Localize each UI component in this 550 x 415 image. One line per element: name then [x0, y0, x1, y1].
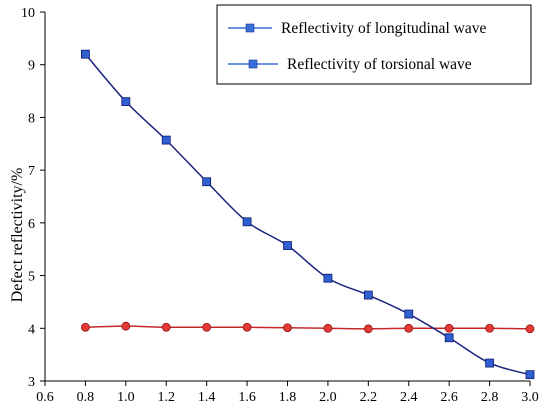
data-point — [202, 322, 212, 332]
data-point — [161, 322, 171, 332]
x-tick-label: 1.6 — [238, 390, 256, 405]
series-torsional — [81, 321, 535, 334]
y-tick-label: 4 — [28, 322, 35, 337]
legend-item: Reflectivity of longitudinal wave — [228, 20, 486, 37]
data-point — [404, 323, 414, 333]
legend-box — [216, 4, 532, 85]
x-tick-label: 0.6 — [36, 390, 54, 405]
legend-item: Reflectivity of torsional wave — [228, 56, 472, 73]
series-layer — [81, 49, 535, 380]
y-axis-ticks: 3 4 5 6 7 8 9 10 — [21, 6, 45, 390]
legend-label: Reflectivity of torsional wave — [287, 56, 472, 73]
data-point — [121, 321, 131, 331]
data-point — [485, 358, 494, 368]
x-axis-ticks: 0.6 0.8 1.0 1.2 1.4 1.6 1.8 2.0 2.2 2.4 2.6 2.8 3.0 — [36, 381, 539, 405]
legend-marker — [248, 59, 258, 69]
y-tick-label: 6 — [28, 217, 35, 232]
series-longitudinal — [81, 49, 535, 380]
x-tick-label: 1.0 — [117, 390, 135, 405]
data-point — [283, 241, 292, 250]
data-point — [444, 323, 454, 333]
x-tick-label: 2.8 — [481, 390, 499, 405]
y-axis-title: Defect reflectivity/% — [9, 168, 26, 303]
data-point — [525, 370, 535, 380]
data-point — [444, 333, 454, 343]
legend: Reflectivity of longitudinal wave Reflect… — [216, 4, 532, 85]
data-point — [485, 323, 494, 333]
data-point — [81, 322, 90, 332]
data-point — [323, 273, 333, 283]
series-line — [85, 325, 531, 330]
y-tick-label: 10 — [21, 6, 35, 21]
x-tick-label: 0.8 — [77, 390, 95, 405]
data-point — [323, 323, 333, 333]
y-tick-label: 7 — [28, 164, 35, 179]
data-point — [363, 324, 373, 334]
data-point — [525, 324, 535, 334]
data-point — [283, 323, 292, 333]
y-tick-label: 3 — [28, 375, 35, 390]
x-tick-label: 2.2 — [360, 390, 378, 405]
data-point — [81, 49, 90, 59]
legend-label: Reflectivity of longitudinal wave — [281, 20, 486, 37]
y-tick-label: 9 — [28, 59, 35, 74]
data-point — [242, 322, 252, 332]
x-tick-label: 1.8 — [279, 390, 297, 405]
data-point — [121, 97, 131, 107]
y-tick-label: 8 — [28, 111, 35, 126]
x-tick-label: 3.0 — [521, 390, 539, 405]
x-tick-label: 2.0 — [319, 390, 337, 405]
data-point — [363, 290, 373, 300]
x-tick-label: 2.4 — [400, 390, 418, 405]
x-tick-label: 1.4 — [198, 390, 216, 405]
x-tick-label: 1.2 — [158, 390, 176, 405]
data-point — [161, 135, 171, 145]
x-tick-label: 2.6 — [440, 390, 458, 405]
y-tick-label: 5 — [28, 270, 35, 285]
data-point — [404, 309, 414, 319]
legend-marker — [245, 23, 255, 33]
data-point — [202, 177, 212, 187]
data-point — [242, 217, 252, 227]
